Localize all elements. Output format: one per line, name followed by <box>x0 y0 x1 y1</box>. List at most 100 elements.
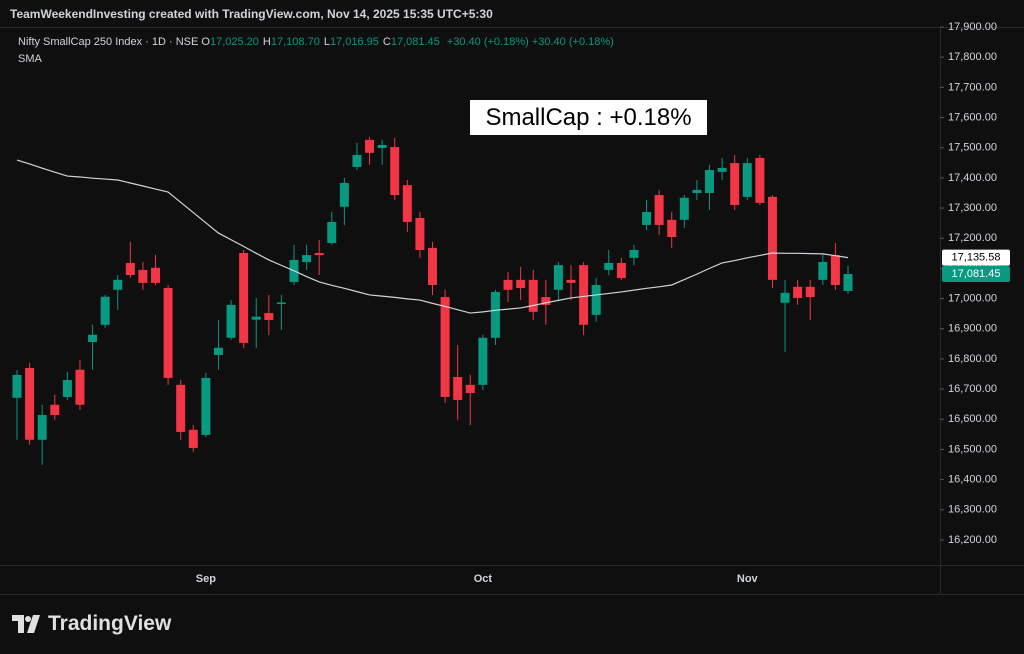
candle-body <box>705 170 714 193</box>
y-tick-label: 16,200.00 <box>948 534 997 546</box>
candle-body <box>541 297 551 305</box>
candle-body <box>62 380 72 397</box>
candle-body <box>642 211 652 225</box>
y-tick-label: 16,500.00 <box>948 443 997 455</box>
candle-body <box>780 292 790 303</box>
candle-body <box>390 147 400 196</box>
candle-body <box>667 219 677 238</box>
y-tick-label: 16,600.00 <box>948 413 997 425</box>
candle-body <box>415 218 425 250</box>
candle-body <box>226 304 236 338</box>
candle-body <box>377 144 387 148</box>
ohlc-value: 17,025.20 <box>209 36 259 48</box>
candle-body <box>37 415 47 440</box>
candle-body <box>730 163 740 206</box>
candle-body <box>50 404 60 416</box>
y-tick-label: 17,700.00 <box>948 81 997 93</box>
candle-body <box>742 163 752 197</box>
change: +30.40 (+0.18%) <box>446 36 529 48</box>
logo-icon <box>12 615 40 633</box>
annotation: SmallCap : +0.18% <box>470 100 707 135</box>
candle-body <box>213 347 223 355</box>
y-tick-label: 17,000.00 <box>948 292 997 304</box>
candle-body <box>339 182 349 207</box>
ohlc-key: L <box>323 36 330 48</box>
y-tick-label: 16,900.00 <box>948 323 997 335</box>
price-label-box <box>942 249 1010 266</box>
candle-body <box>163 288 173 378</box>
x-tick-label: Nov <box>737 573 759 585</box>
price-label-box <box>942 265 1010 282</box>
candle-body <box>465 384 475 394</box>
candle-body <box>276 302 286 304</box>
ohlc: O17,025.20 H17,108.70 L17,016.95 C17,081.45 <box>201 36 443 48</box>
candle-body <box>843 273 853 291</box>
indicator-label: SMA <box>18 53 42 65</box>
y-tick-label: 17,400.00 <box>948 172 997 184</box>
candle-body <box>654 195 664 225</box>
candle-body <box>365 139 375 153</box>
candle-body <box>679 197 689 220</box>
candle-body <box>629 249 639 258</box>
candle-body <box>201 377 211 435</box>
ohlc-key: H <box>262 36 271 48</box>
price-label: 17,135.58 <box>952 252 1001 264</box>
y-tick-label: 16,300.00 <box>948 504 997 516</box>
ohlc-value: 17,016.95 <box>329 36 379 48</box>
y-tick-label: 17,900.00 <box>948 21 997 33</box>
candle-body <box>402 185 412 222</box>
candle-body <box>88 334 98 343</box>
x-tick-label: Oct <box>474 573 493 585</box>
logo-text: TradingView <box>48 612 172 635</box>
candle-body <box>767 196 777 280</box>
y-tick-label: 16,400.00 <box>948 474 997 486</box>
candle-body <box>453 377 463 400</box>
candle-body <box>314 253 324 256</box>
candle-body <box>553 265 563 290</box>
candle-body <box>818 262 828 280</box>
y-tick-label: 16,800.00 <box>948 353 997 365</box>
logo: TradingView <box>12 612 171 636</box>
candle-body <box>251 316 261 320</box>
candle-body <box>566 279 576 283</box>
candle-body <box>692 189 702 193</box>
candle-body <box>805 286 815 298</box>
candle-body <box>755 157 765 203</box>
candle-body <box>793 286 803 298</box>
candle-body <box>503 279 513 290</box>
candle-body <box>579 265 589 325</box>
candle-body <box>428 247 437 285</box>
candle-body <box>478 337 488 385</box>
candle-body <box>352 154 362 168</box>
candle-body <box>327 221 337 244</box>
ohlc-key: C <box>382 36 391 48</box>
candle-body <box>138 269 148 283</box>
candle-body <box>113 279 123 290</box>
candle-body <box>75 369 85 405</box>
y-tick-label: 17,300.00 <box>948 202 997 214</box>
header: TeamWeekendInvesting created with Tradin… <box>10 7 493 21</box>
y-tick-label: 17,200.00 <box>948 232 997 244</box>
candle-body <box>302 255 312 263</box>
change: +30.40 (+0.18%) <box>531 36 614 48</box>
y-tick-label: 17,500.00 <box>948 142 997 154</box>
y-tick-label: 17,800.00 <box>948 51 997 63</box>
sma-line <box>16 159 849 314</box>
x-tick-label: Sep <box>196 573 216 585</box>
candle-body <box>830 255 840 285</box>
candle-body <box>528 279 538 312</box>
candle-body <box>176 384 186 432</box>
candle-body <box>151 267 160 283</box>
candle-body <box>717 167 727 172</box>
candle-body <box>239 253 249 343</box>
price-label: 17,081.45 <box>952 268 1001 280</box>
ohlc-key: O <box>201 36 210 48</box>
candle-body <box>591 284 601 315</box>
y-tick-label: 16,700.00 <box>948 383 997 395</box>
candle-body <box>440 297 450 397</box>
candle-body <box>264 313 274 320</box>
candle-body <box>25 367 35 440</box>
candle-body <box>490 291 500 338</box>
